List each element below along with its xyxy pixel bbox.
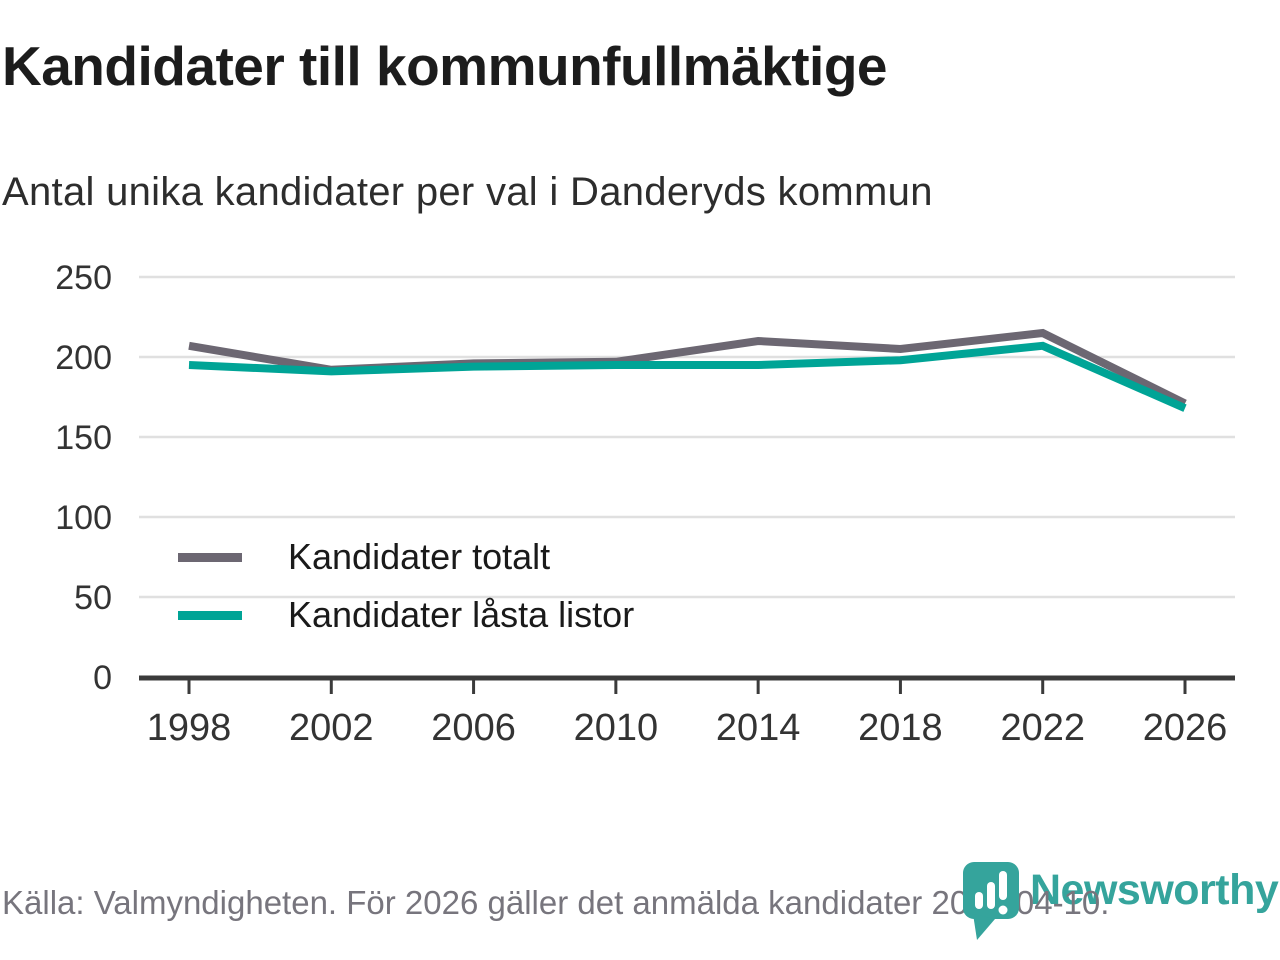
- newsworthy-pin-icon: [963, 862, 1019, 940]
- x-tick-label: 2014: [716, 707, 801, 749]
- pin-bar-chart-glyph: [975, 871, 1008, 915]
- chart-title: Kandidater till kommunfullmäktige: [2, 35, 888, 97]
- x-tick-label: 2002: [289, 707, 374, 749]
- y-tick-label: 150: [55, 419, 112, 457]
- legend: Kandidater totalt Kandidater låsta listo…: [178, 536, 635, 653]
- newsworthy-wordmark: Newsworthy: [1030, 866, 1279, 914]
- y-tick-label: 250: [55, 259, 112, 297]
- legend-label-total: Kandidater totalt: [288, 536, 551, 577]
- legend-item-locked-lists: Kandidater låsta listor: [178, 594, 635, 635]
- series-line: [188, 341, 1187, 412]
- x-tick-label: 2026: [1143, 707, 1228, 749]
- source-note: Källa: Valmyndigheten. För 2026 gäller d…: [2, 884, 1110, 921]
- legend-item-total: Kandidater totalt: [178, 536, 634, 577]
- y-tick-label: 100: [55, 499, 112, 537]
- legend-label-locked-lists: Kandidater låsta listor: [288, 594, 635, 635]
- x-tick-label: 1998: [147, 707, 232, 749]
- chart-subtitle: Antal unika kandidater per val i Dandery…: [2, 170, 933, 214]
- y-tick-label: 50: [74, 579, 112, 617]
- y-tick-label: 0: [93, 659, 112, 697]
- x-tick-label: 2010: [574, 707, 659, 749]
- x-tick-label: 2022: [1000, 707, 1085, 749]
- y-tick-label: 200: [55, 339, 112, 377]
- legend-swatch-locked-lists: [178, 610, 242, 620]
- legend-swatch-total: [178, 552, 242, 562]
- x-tick-label: 2006: [431, 707, 516, 749]
- x-tick-label: 2018: [858, 707, 943, 749]
